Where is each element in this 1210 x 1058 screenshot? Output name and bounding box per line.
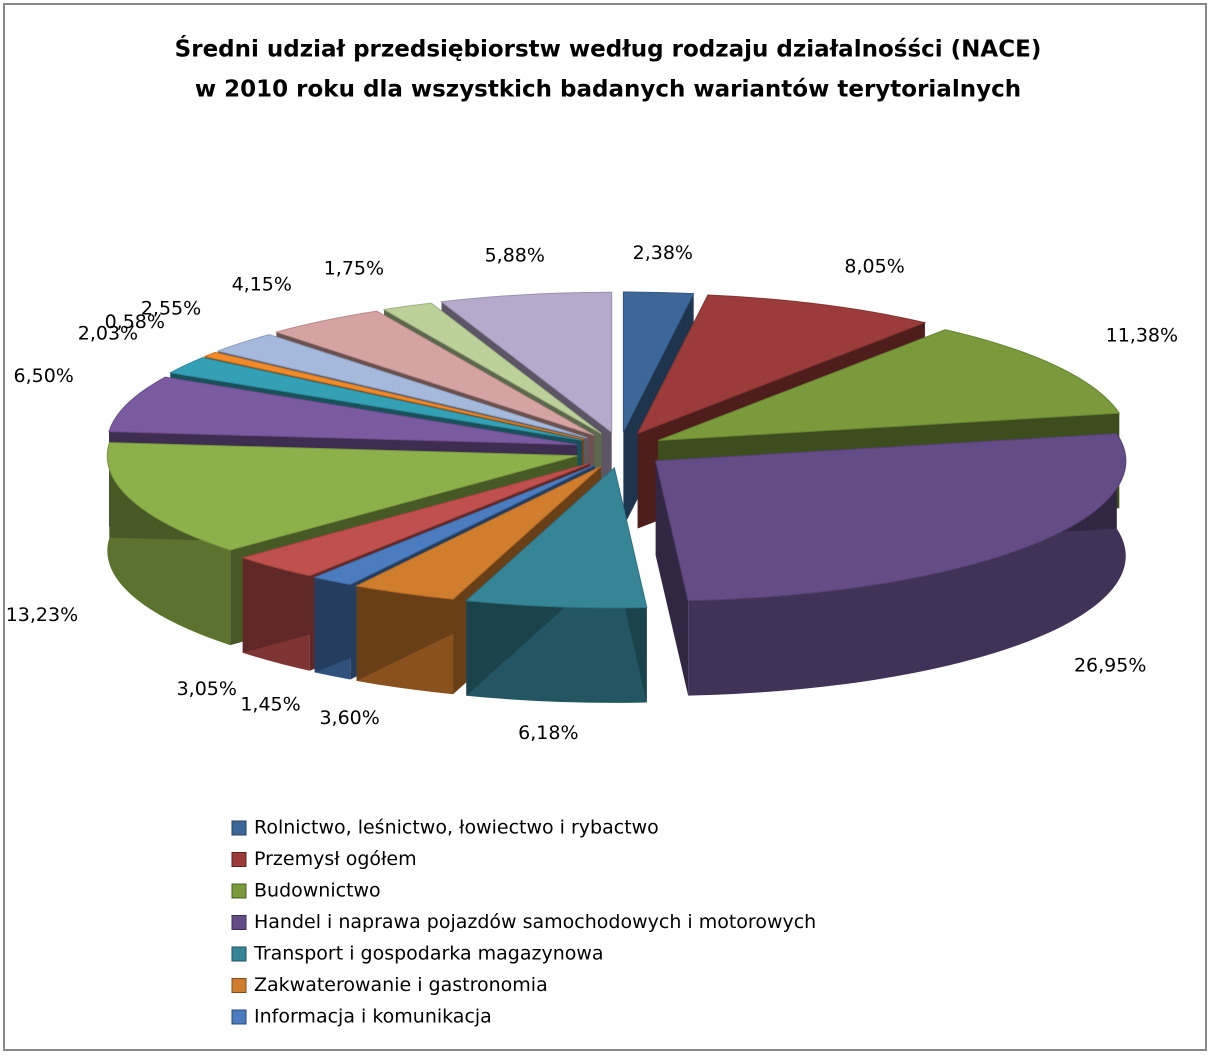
slice bbox=[216, 334, 588, 439]
data-label: 2,03% bbox=[78, 323, 138, 345]
slice bbox=[106, 442, 578, 551]
slice bbox=[274, 310, 595, 436]
data-label: 8,05% bbox=[844, 256, 904, 278]
data-label: 3,60% bbox=[319, 707, 379, 729]
slice bbox=[108, 376, 578, 446]
data-label: 6,18% bbox=[518, 722, 578, 744]
data-label: 26,95% bbox=[1074, 655, 1146, 677]
legend-swatch bbox=[231, 883, 247, 899]
slice bbox=[465, 466, 648, 609]
chart-title: w 2010 roku dla wszystkich badanych wari… bbox=[195, 77, 1021, 103]
legend-label: Rolnictwo, leśnictwo, łowiectwo i rybact… bbox=[254, 817, 659, 839]
legend-label: Budownictwo bbox=[254, 880, 381, 902]
legend-label: Handel i naprawa pojazdów samochodowych … bbox=[254, 911, 816, 933]
legend-swatch bbox=[231, 820, 247, 836]
slice bbox=[240, 462, 591, 577]
data-label: 6,50% bbox=[14, 365, 74, 387]
slice bbox=[622, 291, 695, 433]
legend-label: Przemysł ogółem bbox=[254, 848, 417, 870]
slice bbox=[440, 291, 613, 434]
legend-swatch bbox=[231, 915, 247, 930]
slice-side bbox=[107, 442, 231, 646]
data-label: 2,55% bbox=[141, 298, 201, 320]
legend-swatch bbox=[231, 1009, 247, 1025]
data-label: 2,38% bbox=[633, 242, 693, 264]
slice bbox=[655, 433, 1127, 602]
legend-swatch bbox=[231, 946, 247, 962]
data-label: 11,38% bbox=[1106, 324, 1178, 346]
data-label: 1,45% bbox=[240, 693, 300, 715]
slice bbox=[203, 351, 585, 440]
slice bbox=[354, 465, 602, 600]
slice bbox=[382, 302, 602, 435]
chart-title: Średni udział przedsiębiorstw według rod… bbox=[175, 35, 1042, 63]
slice-side bbox=[688, 433, 1126, 696]
slice bbox=[168, 357, 583, 441]
data-label: 13,23% bbox=[6, 604, 78, 626]
data-label: 4,15% bbox=[232, 273, 292, 295]
data-label: 3,05% bbox=[177, 678, 237, 700]
legend-swatch bbox=[231, 978, 247, 993]
slice bbox=[312, 464, 596, 586]
data-label: 1,75% bbox=[324, 257, 384, 279]
legend-label: Transport i gospodarka magazynowa bbox=[253, 943, 604, 965]
slice-side bbox=[655, 460, 689, 696]
legend-label: Informacja i komunikacja bbox=[254, 1006, 492, 1028]
legend-swatch bbox=[231, 852, 247, 867]
slice bbox=[636, 294, 927, 435]
data-label: 5,88% bbox=[485, 245, 545, 267]
legend-label: Zakwaterowanie i gastronomia bbox=[254, 974, 548, 996]
data-label: 0,58% bbox=[105, 311, 165, 333]
slice bbox=[658, 329, 1121, 442]
